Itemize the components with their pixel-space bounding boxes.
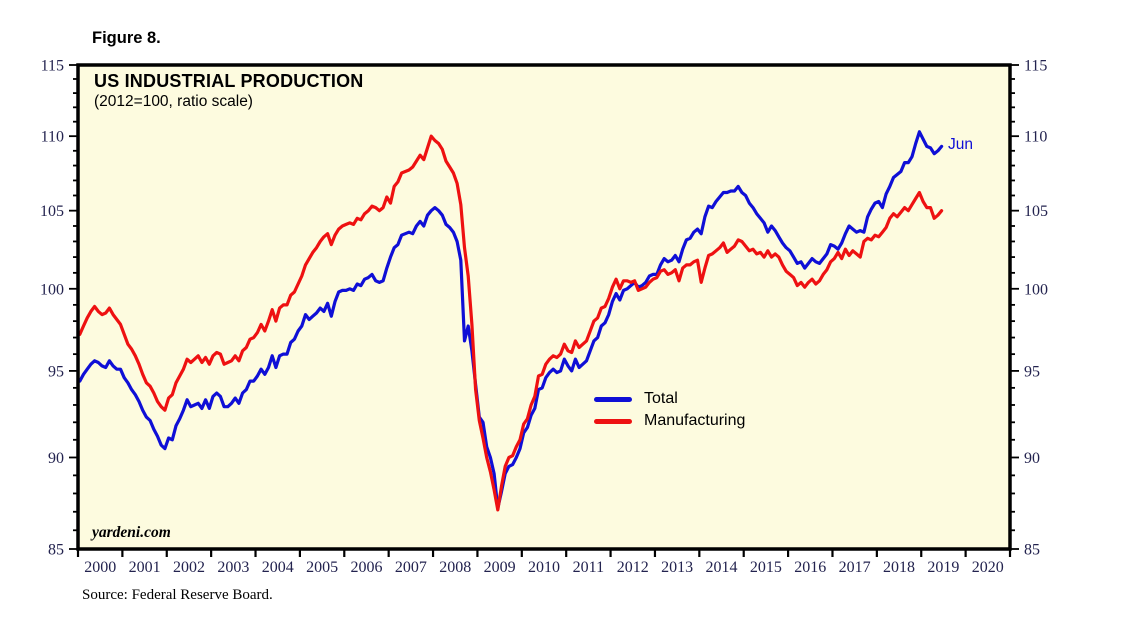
svg-text:95: 95 (1024, 363, 1040, 380)
svg-text:2000: 2000 (84, 559, 116, 576)
svg-text:2011: 2011 (573, 559, 604, 576)
source-note: Source: Federal Reserve Board. (82, 587, 273, 603)
svg-text:2007: 2007 (395, 559, 427, 576)
svg-text:2018: 2018 (883, 559, 915, 576)
manufacturing-line-swatch (594, 418, 632, 424)
yardeni-watermark: yardeni.com (92, 524, 171, 541)
svg-text:2008: 2008 (439, 559, 471, 576)
chart-subtitle: (2012=100, ratio scale) (94, 93, 253, 110)
last-point-month-label: Jun (948, 136, 973, 153)
svg-text:2015: 2015 (750, 559, 782, 576)
svg-text:105: 105 (40, 203, 64, 220)
total-line-swatch (594, 396, 632, 402)
svg-text:2010: 2010 (528, 559, 560, 576)
svg-text:2006: 2006 (350, 559, 382, 576)
legend: Total Manufacturing (594, 388, 745, 432)
legend-label-manufacturing: Manufacturing (644, 412, 746, 429)
svg-text:2004: 2004 (262, 559, 294, 576)
svg-text:2014: 2014 (706, 559, 738, 576)
svg-text:115: 115 (1024, 58, 1047, 75)
svg-text:85: 85 (1024, 542, 1040, 559)
svg-text:110: 110 (1024, 129, 1047, 146)
svg-text:100: 100 (1024, 281, 1048, 298)
svg-text:115: 115 (41, 58, 64, 75)
svg-text:85: 85 (48, 542, 64, 559)
svg-text:90: 90 (1024, 450, 1040, 467)
svg-text:100: 100 (40, 281, 64, 298)
svg-text:2013: 2013 (661, 559, 693, 576)
legend-row-manufacturing: Manufacturing (594, 410, 745, 432)
svg-text:95: 95 (48, 363, 64, 380)
svg-text:2017: 2017 (839, 559, 871, 576)
figure-label: Figure 8. (92, 29, 161, 47)
svg-text:2009: 2009 (484, 559, 516, 576)
legend-label-total: Total (644, 390, 678, 407)
svg-text:2020: 2020 (972, 559, 1004, 576)
svg-text:2019: 2019 (927, 559, 959, 576)
svg-text:105: 105 (1024, 203, 1048, 220)
svg-text:2012: 2012 (617, 559, 649, 576)
svg-text:2003: 2003 (217, 559, 249, 576)
legend-row-total: Total (594, 388, 745, 410)
svg-text:110: 110 (41, 129, 64, 146)
svg-text:2016: 2016 (794, 559, 826, 576)
svg-text:2001: 2001 (129, 559, 161, 576)
chart-title: US INDUSTRIAL PRODUCTION (94, 71, 364, 91)
svg-text:2005: 2005 (306, 559, 338, 576)
svg-text:2002: 2002 (173, 559, 205, 576)
svg-text:90: 90 (48, 450, 64, 467)
